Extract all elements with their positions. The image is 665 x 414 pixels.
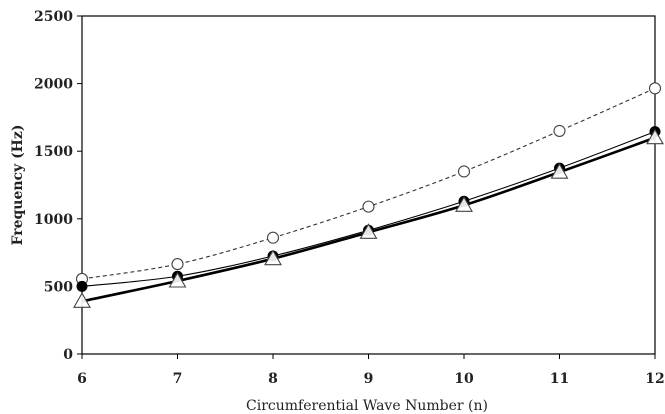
series-1-point [457, 165, 471, 178]
series-3-point [264, 249, 282, 266]
series-1-point [648, 82, 662, 95]
plot-area-border [81, 15, 656, 355]
series-1-line [81, 87, 656, 280]
series-3-point [359, 223, 378, 239]
series-1-point [266, 231, 280, 244]
y-tick-label: 1000 [34, 212, 73, 228]
y-tick-label: 0 [63, 347, 73, 363]
y-tick-label: 1500 [34, 144, 73, 160]
series-3-line [81, 136, 656, 303]
x-tick-label: 8 [268, 371, 278, 387]
y-axis-title: Frequency (Hz) [10, 125, 26, 246]
x-tick-label: 9 [364, 371, 374, 387]
series-3-point [168, 271, 187, 288]
y-tick-label: 500 [44, 279, 73, 295]
series-3-point [646, 128, 664, 145]
x-tick-label: 7 [173, 371, 183, 387]
x-tick-label: 11 [550, 371, 569, 387]
x-axis-title: Circumferential Wave Number (n) [246, 398, 488, 414]
series-3-point [73, 292, 91, 308]
y-tick-label: 2000 [34, 77, 73, 93]
x-tick-label: 12 [645, 371, 664, 387]
y-tick-label: 2500 [34, 9, 73, 25]
series-1-point [553, 124, 566, 137]
x-tick-label: 10 [454, 371, 474, 387]
series-3-point [550, 163, 569, 179]
series-1-point [171, 258, 184, 271]
x-tick-label: 6 [77, 371, 87, 387]
series-1-point [362, 200, 375, 213]
series-3-point [455, 196, 473, 212]
